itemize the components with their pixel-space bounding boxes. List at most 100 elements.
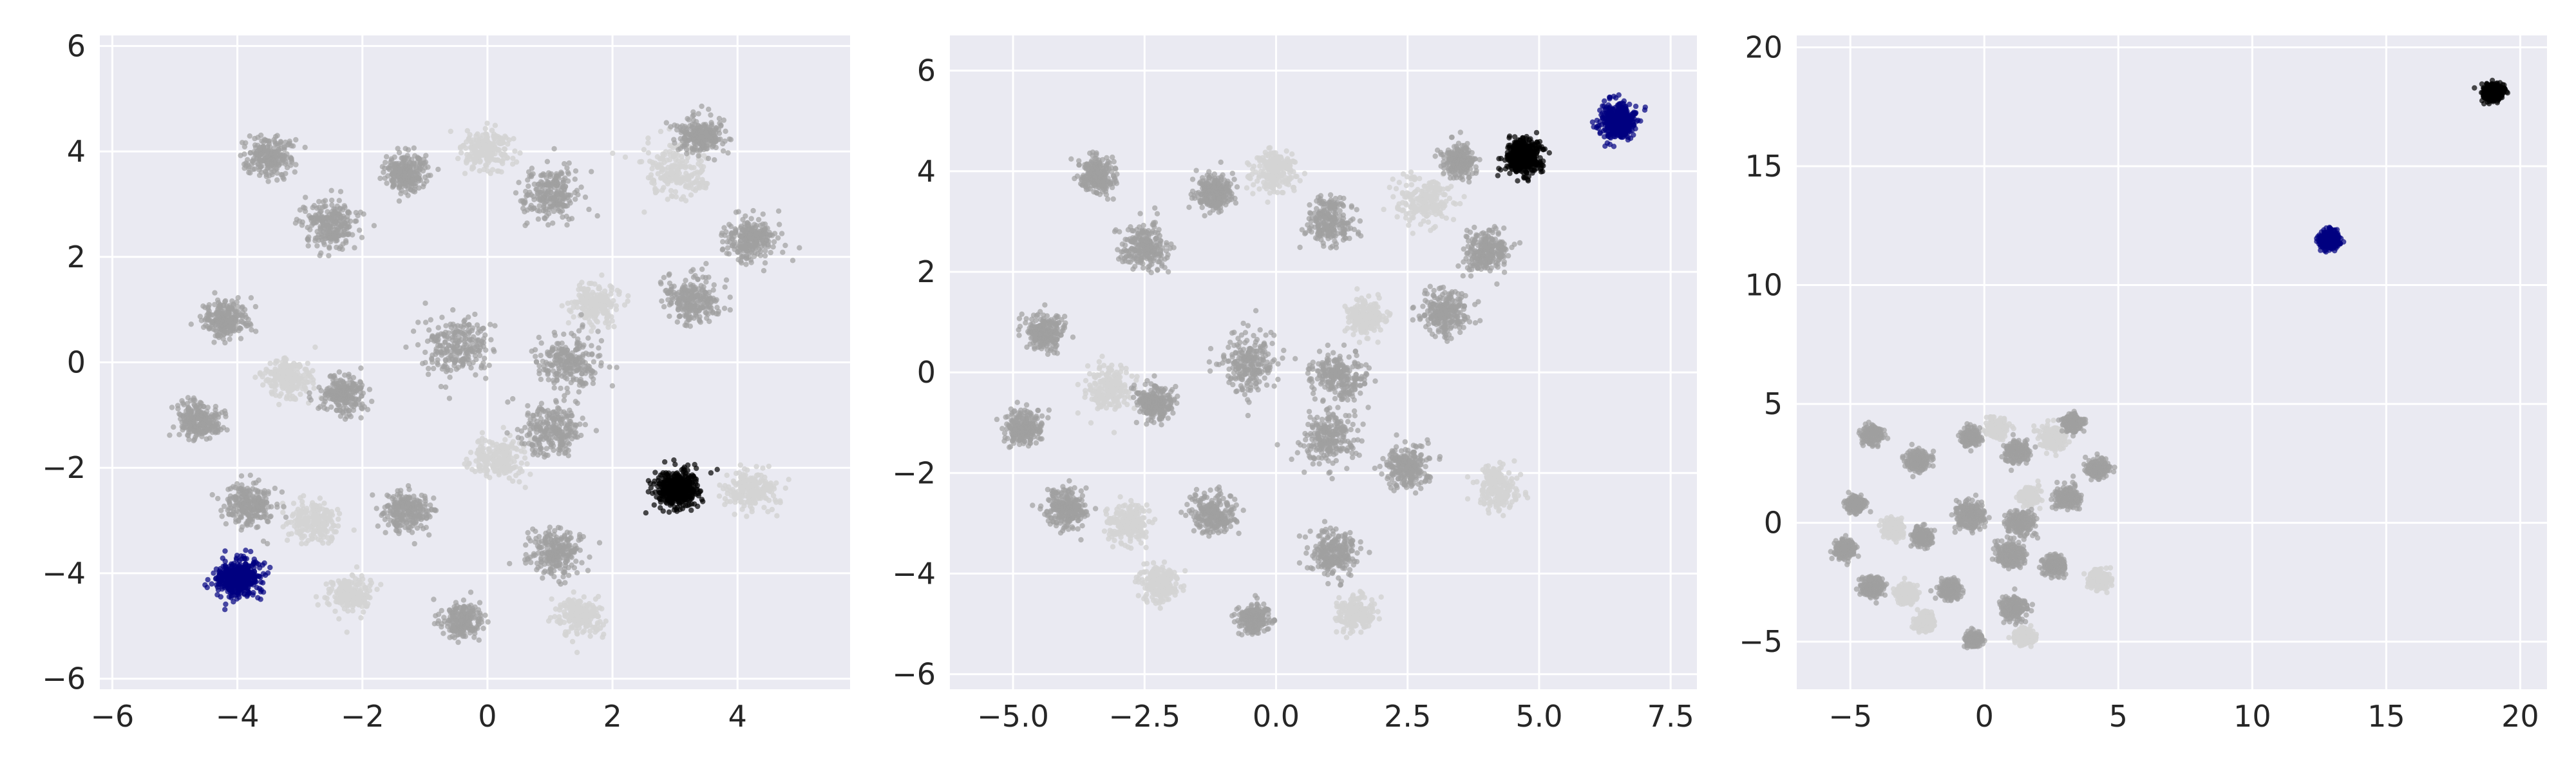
data-point xyxy=(325,540,332,546)
data-point xyxy=(299,222,305,228)
data-point xyxy=(281,379,287,385)
data-point xyxy=(377,175,383,182)
data-point xyxy=(273,374,279,381)
data-point xyxy=(720,246,726,252)
data-point xyxy=(321,204,327,209)
data-point xyxy=(392,166,398,171)
data-point xyxy=(389,171,395,177)
data-point xyxy=(535,408,541,414)
data-point xyxy=(675,167,681,174)
data-point xyxy=(324,595,330,602)
data-point xyxy=(193,424,199,430)
data-point xyxy=(361,596,368,602)
data-point xyxy=(412,189,418,195)
data-point xyxy=(592,316,598,321)
data-point xyxy=(248,295,254,301)
data-point xyxy=(503,135,509,140)
data-point xyxy=(704,146,710,152)
data-point xyxy=(714,305,720,310)
data-point xyxy=(593,428,600,434)
data-point xyxy=(696,153,701,159)
data-point xyxy=(501,156,507,162)
data-point xyxy=(292,169,298,175)
data-point xyxy=(766,463,772,470)
data-point xyxy=(641,147,647,153)
data-point xyxy=(472,353,478,359)
data-point xyxy=(446,396,453,401)
data-point xyxy=(680,307,686,313)
data-point xyxy=(479,430,486,435)
data-point xyxy=(775,208,782,214)
data-point xyxy=(621,302,628,308)
data-point xyxy=(579,305,585,311)
data-point xyxy=(774,513,780,519)
data-point xyxy=(411,145,417,151)
data-point xyxy=(724,490,730,497)
data-point xyxy=(566,198,573,204)
data-point xyxy=(677,176,683,182)
data-point xyxy=(405,147,412,153)
data-point xyxy=(731,241,737,247)
data-point xyxy=(212,327,218,333)
data-point xyxy=(576,287,582,292)
data-point xyxy=(318,250,324,256)
data-point xyxy=(473,133,479,139)
data-point xyxy=(257,371,263,377)
data-point xyxy=(526,441,532,446)
data-point xyxy=(502,437,508,443)
data-point xyxy=(524,461,530,467)
data-point xyxy=(569,300,574,305)
data-point xyxy=(272,366,278,372)
data-point xyxy=(260,382,266,388)
data-point xyxy=(435,332,441,338)
data-point xyxy=(625,298,630,304)
data-point xyxy=(384,180,390,186)
data-point xyxy=(563,633,569,638)
data-point xyxy=(249,327,254,333)
data-point xyxy=(271,383,277,389)
data-point xyxy=(218,333,223,339)
data-point xyxy=(209,318,215,324)
data-point xyxy=(314,243,320,249)
data-point xyxy=(625,293,631,299)
data-point xyxy=(304,513,310,519)
data-point xyxy=(303,367,309,372)
data-point xyxy=(743,237,748,243)
data-point xyxy=(505,465,511,471)
data-point xyxy=(568,309,574,314)
data-point xyxy=(761,241,768,247)
data-point xyxy=(657,156,663,162)
data-point xyxy=(328,579,334,586)
data-point xyxy=(497,464,504,470)
data-point xyxy=(533,442,539,448)
data-point xyxy=(478,365,484,371)
data-point xyxy=(355,582,362,587)
data-point xyxy=(301,493,307,499)
data-point xyxy=(345,579,350,585)
data-point xyxy=(422,174,428,180)
gray-light-cluster xyxy=(716,462,791,519)
data-point xyxy=(560,195,566,200)
data-point xyxy=(426,327,432,333)
data-point xyxy=(597,352,603,359)
data-point xyxy=(699,266,705,272)
data-point xyxy=(180,425,186,430)
data-point xyxy=(351,527,357,533)
data-point xyxy=(493,450,498,456)
data-point xyxy=(495,157,500,163)
data-point xyxy=(329,197,335,204)
data-point xyxy=(722,482,728,489)
data-point xyxy=(336,198,342,204)
data-point xyxy=(454,329,460,335)
data-point xyxy=(545,182,551,187)
data-point xyxy=(574,363,580,368)
data-point xyxy=(580,629,586,635)
data-point xyxy=(698,158,705,164)
data-point xyxy=(538,450,544,456)
data-point xyxy=(645,150,652,156)
data-point xyxy=(480,132,486,138)
data-point xyxy=(366,587,373,593)
data-point xyxy=(383,154,390,160)
data-point xyxy=(167,432,173,438)
data-point xyxy=(316,405,321,411)
